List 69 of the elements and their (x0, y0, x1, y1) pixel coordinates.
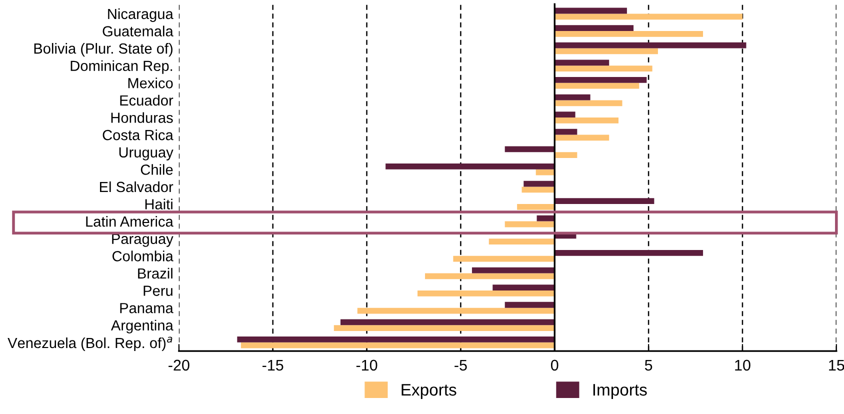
bar (418, 290, 555, 296)
x-tick-label: -15 (262, 360, 284, 371)
bar (517, 204, 555, 210)
bar (334, 325, 555, 331)
bar (488, 238, 555, 244)
y-tick-label: Ecuador (120, 94, 174, 106)
bar (386, 164, 555, 170)
bar (554, 8, 627, 14)
bar (504, 146, 555, 152)
bar (522, 186, 555, 193)
legend-label: Imports (593, 384, 647, 399)
x-tick-label: 5 (644, 360, 652, 371)
x-tick-label: -5 (454, 360, 467, 371)
y-tick-label: Honduras (111, 112, 173, 123)
bar (554, 77, 647, 83)
bar (237, 336, 555, 342)
bar (554, 30, 704, 37)
y-tick-label: Chile (140, 164, 173, 175)
x-tick-label: 15 (829, 360, 844, 371)
x-tick-label: 10 (735, 360, 750, 371)
y-tick-label: Costa Rica (102, 130, 174, 140)
y-tick-label: Nicaragua (108, 8, 174, 22)
bar (524, 180, 555, 187)
y-tick-label: Colombia (112, 250, 174, 262)
x-tick-label: -20 (168, 360, 190, 371)
bar (554, 25, 634, 31)
y-tick-label: Argentina (110, 320, 174, 334)
x-tick-label: -10 (356, 360, 378, 371)
bar (240, 342, 555, 348)
y-tick-label: Bolivia (Plur. State of) (34, 43, 172, 57)
bar (504, 302, 555, 308)
bar (554, 94, 590, 100)
y-tick-label: Haiti (145, 198, 172, 210)
bar (554, 14, 742, 20)
bar (554, 82, 640, 89)
y-tick-label: Brazil (138, 268, 172, 279)
bar (554, 198, 654, 204)
bar (554, 250, 704, 256)
bar (425, 273, 555, 280)
y-tick-label: Uruguay (119, 147, 174, 160)
bar (472, 267, 555, 274)
bar (453, 256, 555, 262)
y-tick-label: El Salvador (100, 181, 174, 192)
y-tick-label: Venezuela (Bol. Rep. of)$^{a}$ (8, 336, 172, 352)
bar (504, 221, 555, 228)
bar (554, 112, 576, 118)
bar (554, 134, 610, 141)
bar (554, 66, 652, 72)
bar (536, 215, 555, 222)
bar (554, 100, 622, 106)
bar (554, 42, 746, 48)
legend-label: Exports (402, 384, 456, 399)
y-tick-label: Panama (120, 303, 174, 314)
bar (536, 169, 555, 176)
bar (340, 319, 555, 326)
y-tick-label: Mexico (128, 78, 173, 88)
y-tick-label: Latin America (86, 216, 174, 227)
x-tick-label: 0 (550, 360, 558, 371)
y-tick-label: Peru (144, 286, 172, 296)
bar (554, 48, 658, 54)
bar (357, 308, 555, 314)
bar (554, 60, 610, 66)
y-tick-label: Guatemala (102, 26, 174, 36)
bar (554, 152, 578, 158)
y-tick-label: Paraguay (112, 234, 174, 247)
bar (492, 284, 555, 291)
y-tick-label: Dominican Rep. (70, 60, 172, 74)
bar (554, 118, 618, 124)
bar (554, 128, 578, 135)
